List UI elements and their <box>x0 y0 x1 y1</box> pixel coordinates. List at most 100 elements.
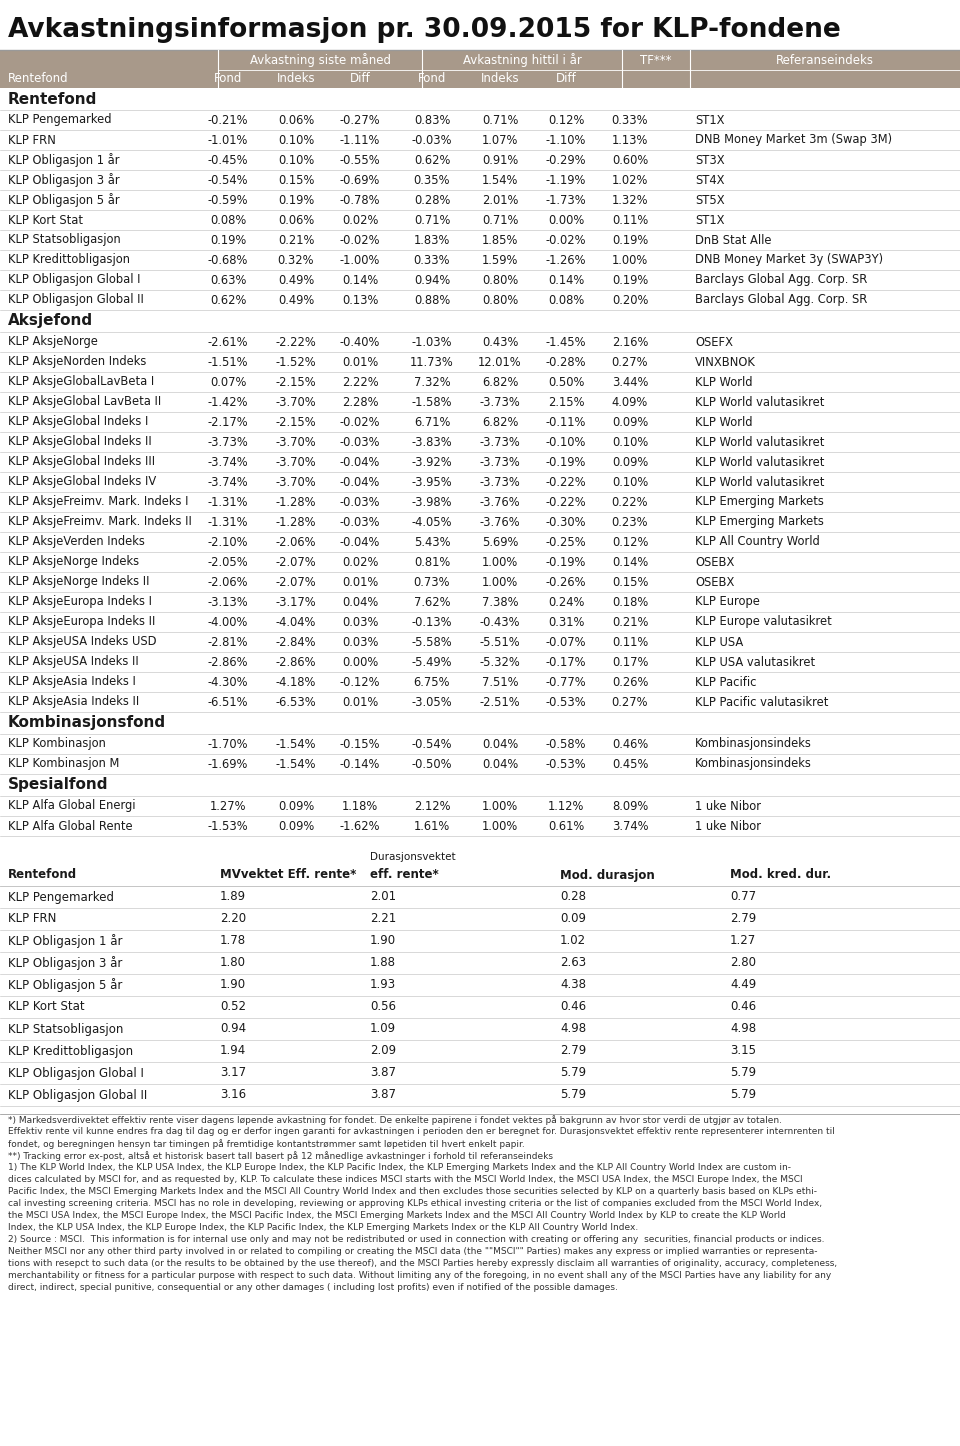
Text: KLP AksjeUSA Indeks USD: KLP AksjeUSA Indeks USD <box>8 635 156 648</box>
Text: -3.70%: -3.70% <box>276 396 316 409</box>
Text: 0.14%: 0.14% <box>548 273 584 286</box>
Text: OSEBX: OSEBX <box>695 555 734 568</box>
Text: 0.80%: 0.80% <box>482 273 518 286</box>
Text: -0.19%: -0.19% <box>546 555 587 568</box>
Text: -2.07%: -2.07% <box>276 555 316 568</box>
Text: 0.31%: 0.31% <box>548 616 585 629</box>
Text: -3.17%: -3.17% <box>276 596 316 609</box>
Text: Durasjonsvektet: Durasjonsvektet <box>370 852 456 862</box>
Text: 2.80: 2.80 <box>730 956 756 969</box>
Text: -0.30%: -0.30% <box>545 516 587 528</box>
Text: -2.07%: -2.07% <box>276 576 316 589</box>
Text: 0.00%: 0.00% <box>342 655 378 668</box>
Bar <box>0 975 960 996</box>
Text: KLP FRN: KLP FRN <box>8 133 56 146</box>
Text: 0.45%: 0.45% <box>612 758 648 771</box>
Text: 3.87: 3.87 <box>370 1067 396 1080</box>
Text: 0.27%: 0.27% <box>612 696 648 709</box>
Text: Kombinasjonsindeks: Kombinasjonsindeks <box>695 758 812 771</box>
Text: Fond: Fond <box>214 72 242 85</box>
Text: -2.22%: -2.22% <box>276 335 317 348</box>
Text: -1.45%: -1.45% <box>545 335 587 348</box>
Text: 0.27%: 0.27% <box>612 356 648 369</box>
Text: 3.87: 3.87 <box>370 1089 396 1102</box>
Text: 2.22%: 2.22% <box>342 376 378 389</box>
Text: 0.77: 0.77 <box>730 891 756 904</box>
Bar <box>0 552 960 573</box>
Text: -1.31%: -1.31% <box>207 516 249 528</box>
Text: KLP AksjeEuropa Indeks I: KLP AksjeEuropa Indeks I <box>8 596 152 609</box>
Text: 1.02: 1.02 <box>560 934 587 947</box>
Text: merchantability or fitness for a particular purpose with respect to such data. W: merchantability or fitness for a particu… <box>8 1271 831 1281</box>
Bar <box>0 51 960 88</box>
Text: -0.12%: -0.12% <box>340 675 380 688</box>
Text: 4.49: 4.49 <box>730 979 756 992</box>
Text: -0.19%: -0.19% <box>546 455 587 469</box>
Text: 0.60%: 0.60% <box>612 153 648 166</box>
Text: 7.38%: 7.38% <box>482 596 518 609</box>
Text: 0.08%: 0.08% <box>210 214 246 227</box>
Text: KLP Obligasjon 1 år: KLP Obligasjon 1 år <box>8 153 119 166</box>
Text: 1.90: 1.90 <box>370 934 396 947</box>
Bar <box>0 372 960 392</box>
Text: KLP Kredittobligasjon: KLP Kredittobligasjon <box>8 253 130 266</box>
Text: the MSCI USA Index, the MSCI Europe Index, the MSCI Pacific Index, the MSCI Emer: the MSCI USA Index, the MSCI Europe Inde… <box>8 1212 786 1220</box>
Text: 1.88: 1.88 <box>370 956 396 969</box>
Text: -1.01%: -1.01% <box>207 133 249 146</box>
Text: -2.86%: -2.86% <box>207 655 249 668</box>
Text: Neither MSCI nor any other third party involved in or related to compiling or cr: Neither MSCI nor any other third party i… <box>8 1248 818 1257</box>
Text: 5.43%: 5.43% <box>414 535 450 548</box>
Text: -3.76%: -3.76% <box>480 496 520 509</box>
Text: ST1X: ST1X <box>695 214 725 227</box>
Text: -3.73%: -3.73% <box>480 396 520 409</box>
Text: -2.84%: -2.84% <box>276 635 316 648</box>
Text: -1.03%: -1.03% <box>412 335 452 348</box>
Text: KLP All Country World: KLP All Country World <box>695 535 820 548</box>
Text: KLP Kombinasjon: KLP Kombinasjon <box>8 737 106 750</box>
Bar <box>0 908 960 930</box>
Text: 7.62%: 7.62% <box>414 596 450 609</box>
Text: -0.78%: -0.78% <box>340 194 380 207</box>
Text: 1.18%: 1.18% <box>342 800 378 813</box>
Text: Spesialfond: Spesialfond <box>8 778 108 792</box>
Text: 5.79: 5.79 <box>560 1067 587 1080</box>
Text: -0.59%: -0.59% <box>207 194 249 207</box>
Text: 0.03%: 0.03% <box>342 635 378 648</box>
Text: 0.08%: 0.08% <box>548 294 584 307</box>
Text: 1.07%: 1.07% <box>482 133 518 146</box>
Text: -3.73%: -3.73% <box>207 435 249 448</box>
Text: 1 uke Nibor: 1 uke Nibor <box>695 820 761 833</box>
Text: Rentefond: Rentefond <box>8 869 77 882</box>
Text: 0.11%: 0.11% <box>612 635 648 648</box>
Text: -4.00%: -4.00% <box>207 616 249 629</box>
Text: -5.32%: -5.32% <box>480 655 520 668</box>
Bar <box>0 150 960 171</box>
Bar <box>0 492 960 512</box>
Text: KLP Europe: KLP Europe <box>695 596 760 609</box>
Text: Rentefond: Rentefond <box>8 91 97 107</box>
Text: 0.03%: 0.03% <box>342 616 378 629</box>
Bar <box>0 795 960 816</box>
Text: KLP World valutasikret: KLP World valutasikret <box>695 455 825 469</box>
Text: -3.73%: -3.73% <box>480 435 520 448</box>
Text: 1.83%: 1.83% <box>414 233 450 246</box>
Text: 0.83%: 0.83% <box>414 113 450 126</box>
Text: ST1X: ST1X <box>695 113 725 126</box>
Text: 5.69%: 5.69% <box>482 535 518 548</box>
Text: -1.54%: -1.54% <box>276 758 316 771</box>
Text: Kombinasjonsindeks: Kombinasjonsindeks <box>695 737 812 750</box>
Text: KLP World valutasikret: KLP World valutasikret <box>695 476 825 489</box>
Text: -3.70%: -3.70% <box>276 476 316 489</box>
Text: 0.43%: 0.43% <box>482 335 518 348</box>
Text: -0.22%: -0.22% <box>545 476 587 489</box>
Text: 3.74%: 3.74% <box>612 820 648 833</box>
Text: -0.26%: -0.26% <box>545 576 587 589</box>
Text: 2.01: 2.01 <box>370 891 396 904</box>
Text: 5.79: 5.79 <box>560 1089 587 1102</box>
Text: Indeks: Indeks <box>481 72 519 85</box>
Text: 4.98: 4.98 <box>730 1022 756 1035</box>
Text: KLP AksjeGlobal LavBeta II: KLP AksjeGlobal LavBeta II <box>8 396 161 409</box>
Text: -1.73%: -1.73% <box>545 194 587 207</box>
Text: -3.76%: -3.76% <box>480 516 520 528</box>
Text: 2.79: 2.79 <box>560 1044 587 1057</box>
